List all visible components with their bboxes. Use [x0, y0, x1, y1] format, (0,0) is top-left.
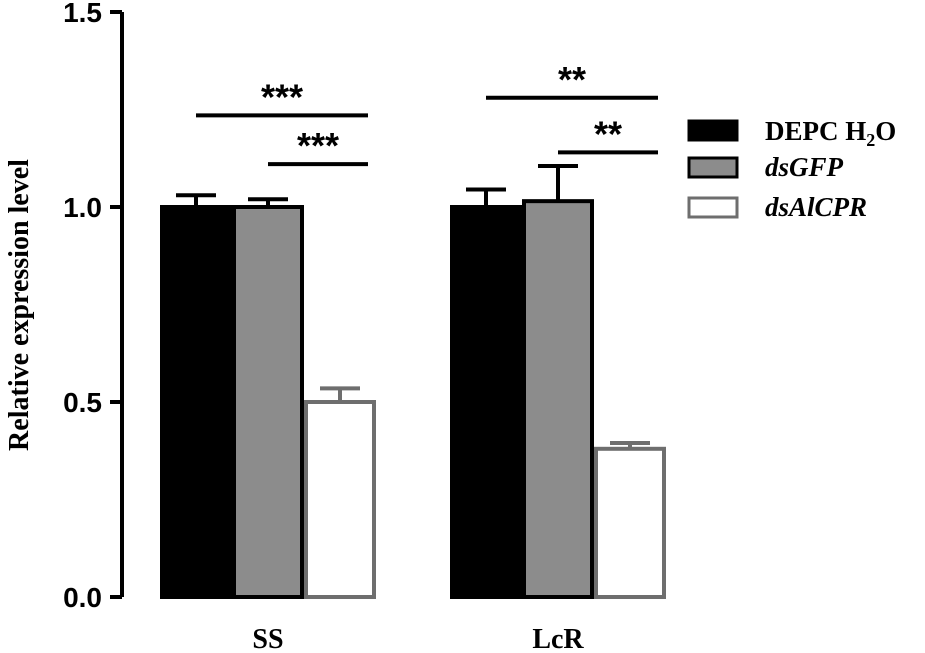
y-tick-label: 0.5 [63, 387, 102, 418]
legend-swatch-dsalcpr [687, 196, 739, 219]
legend-label-depc-sub: 2 [866, 130, 875, 150]
significance-annotations: ********** [196, 59, 658, 167]
bar-lcr-depc-h2o [450, 205, 522, 599]
y-tick-label: 1.5 [63, 0, 102, 28]
bar-ss-depc-h2o [160, 205, 232, 599]
significance-label: *** [261, 76, 303, 117]
significance-label: ** [594, 113, 622, 154]
legend-label-depc-main: DEPC H [765, 116, 866, 146]
legend-swatch-dsgfp [687, 156, 739, 179]
y-axis-ticks: 0.0 0.5 1.0 1.5 [63, 0, 122, 613]
x-axis-labels: SS LcR [252, 624, 584, 653]
legend-label-depc: DEPC H2O [765, 116, 896, 150]
legend-label-depc-tail: O [875, 116, 896, 146]
bars-group [160, 164, 666, 599]
significance-label: ** [558, 59, 586, 100]
significance-label: *** [297, 125, 339, 166]
legend: DEPC H2O dsGFP dsAlCPR [687, 116, 896, 222]
bar-ss-dsgfp [232, 205, 304, 599]
y-tick-label: 1.0 [63, 192, 102, 223]
x-category-label: LcR [532, 624, 584, 653]
y-tick-label: 0.0 [63, 582, 102, 613]
y-axis-title: Relative expression level [4, 159, 35, 451]
legend-label-dsgfp: dsGFP [765, 152, 844, 182]
bar-lcr-dsalcpr [594, 446, 666, 599]
legend-swatch-depc [687, 119, 739, 142]
bar-ss-dsalcpr [304, 400, 376, 599]
x-category-label: SS [252, 624, 283, 653]
bar-lcr-dsgfp [522, 199, 594, 599]
legend-label-dsalcpr: dsAlCPR [765, 192, 867, 222]
